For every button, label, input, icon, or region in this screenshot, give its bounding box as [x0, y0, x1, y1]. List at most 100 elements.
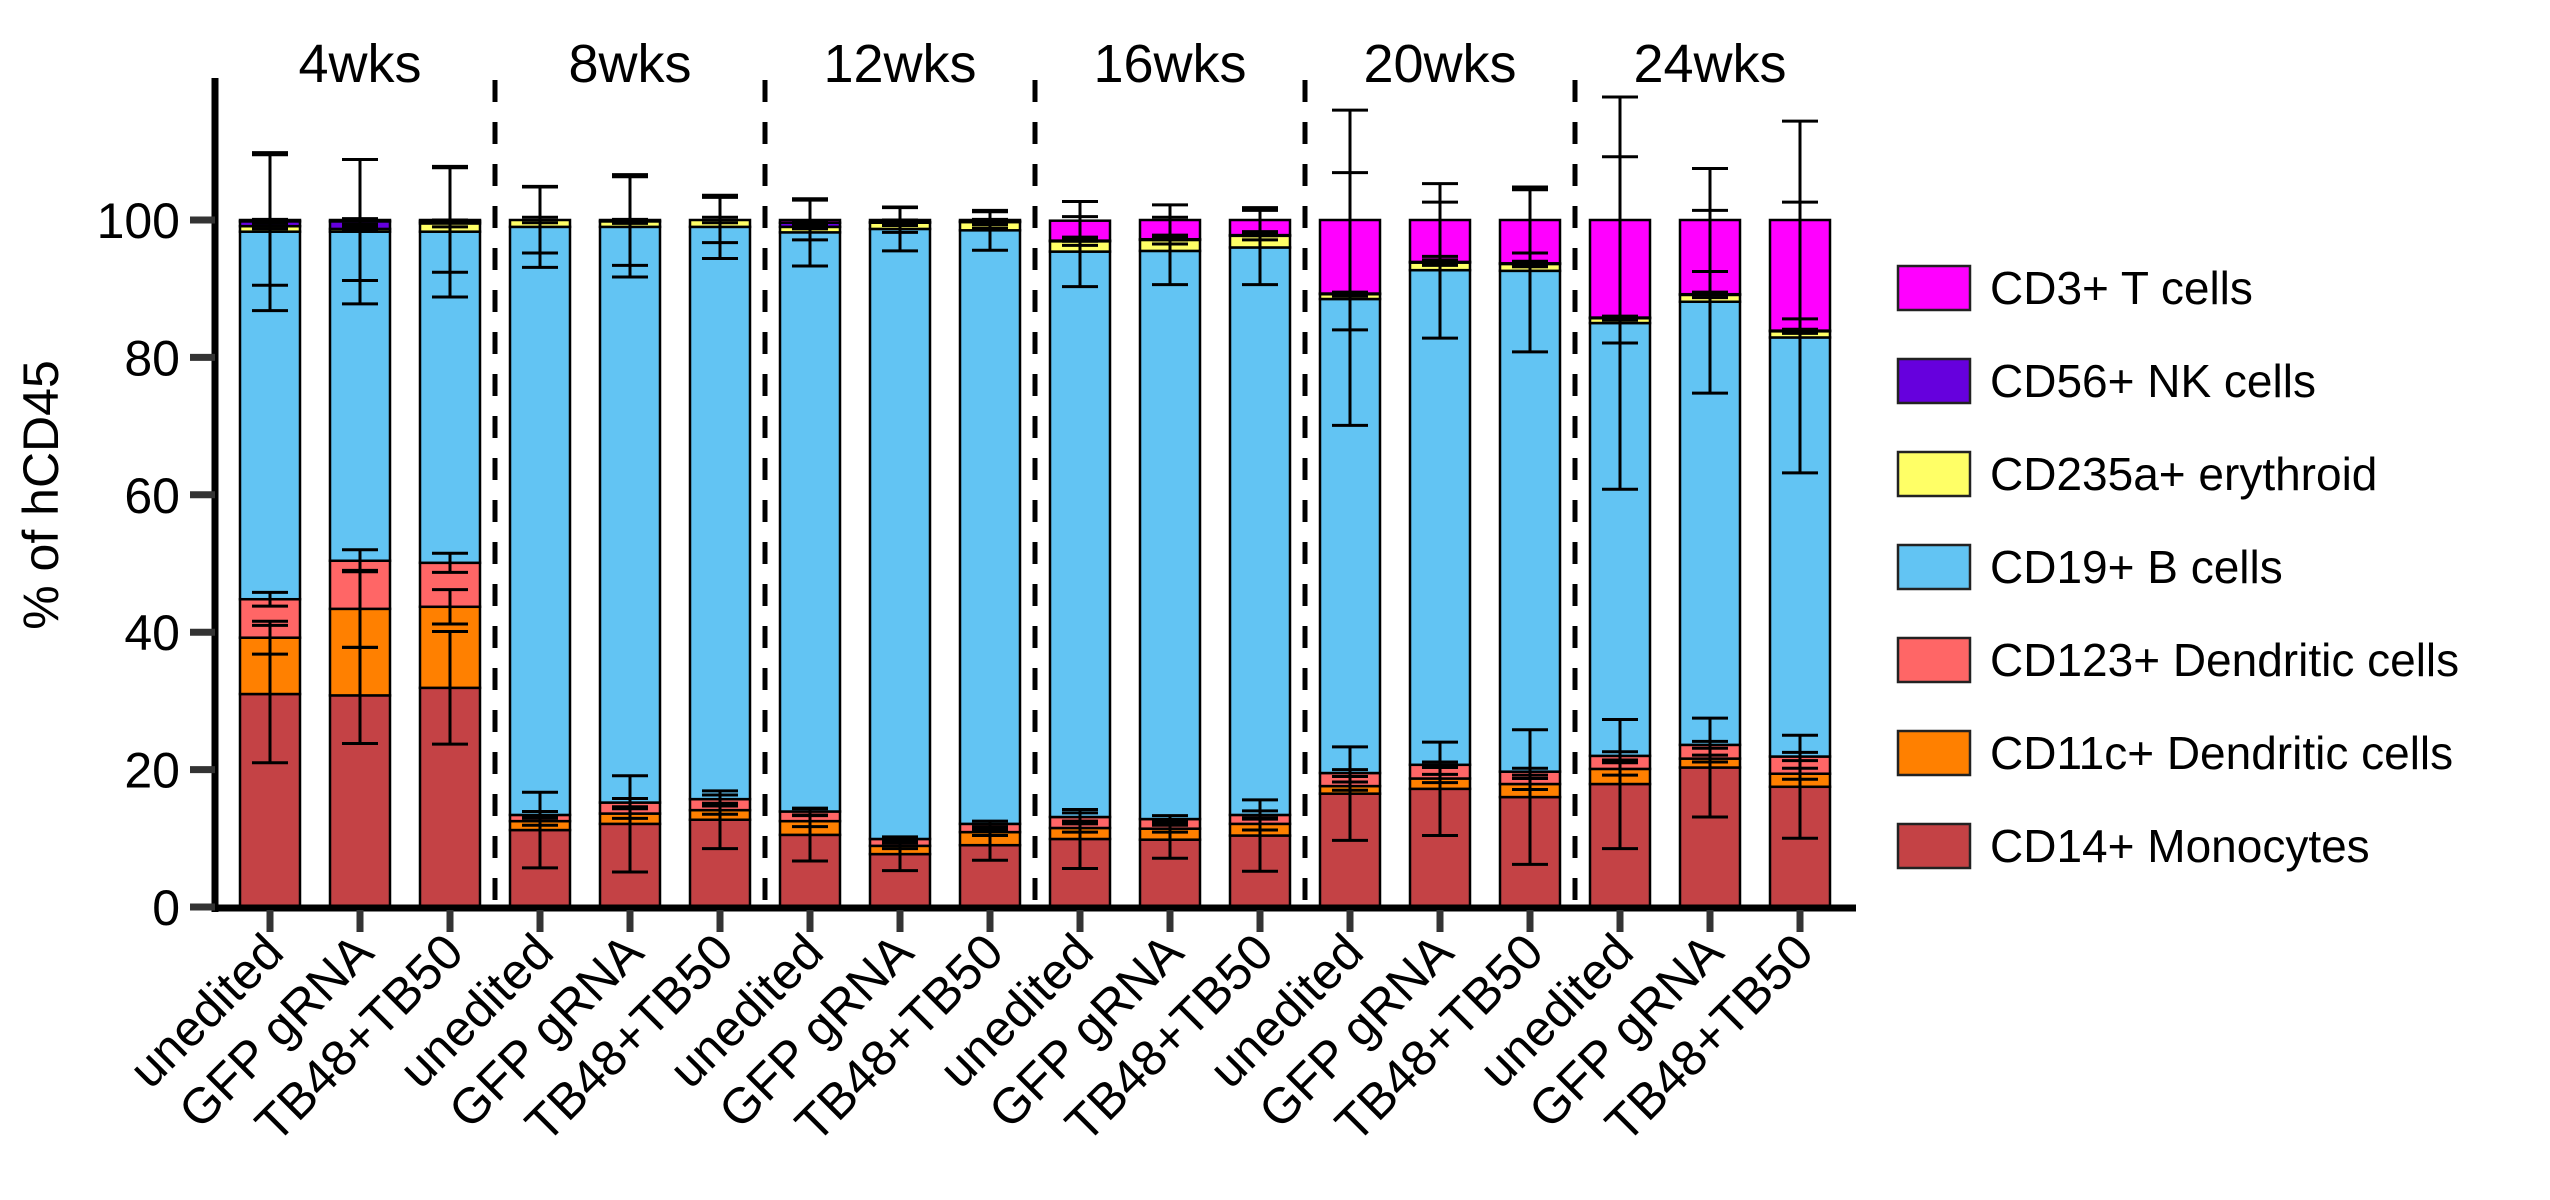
error-bar-cd11c-dendritic-cells-16wks-gfp-grna [1152, 823, 1188, 834]
error-bar-cd14-monocytes-24wks-unedited [1602, 717, 1638, 851]
error-bar-cd11c-dendritic-cells-8wks-tb48-tb50 [702, 804, 738, 816]
error-bar-cd56-nk-cells-24wks-tb48-tb50 [1782, 328, 1818, 333]
error-bar-cd3-t-cells-4wks-tb48-tb50 [432, 166, 468, 274]
group-label-20wks: 20wks [1363, 34, 1516, 94]
error-bar-cd3-t-cells-16wks-tb48-tb50 [1242, 206, 1278, 234]
error-bar-cd3-t-cells-24wks-gfp-grna [1692, 166, 1728, 274]
group-separators [492, 80, 1578, 905]
error-bar-cd11c-dendritic-cells-24wks-gfp-grna [1692, 753, 1728, 764]
legend-swatch [1896, 822, 1972, 870]
error-bar-cd14-monocytes-20wks-unedited [1332, 745, 1368, 842]
bar-segment-cd19-b-cells-8wks-unedited [508, 225, 572, 817]
bar-segment-cd19-b-cells-16wks-gfp-grna [1138, 249, 1202, 821]
legend-swatch [1896, 729, 1972, 777]
error-bar-cd123-dendritic-cells-16wks-tb48-tb50 [1242, 809, 1278, 821]
error-bar-cd123-dendritic-cells-4wks-unedited [252, 590, 288, 608]
y-tick-label: 60 [124, 468, 180, 524]
error-bar-cd3-t-cells-20wks-tb48-tb50 [1512, 185, 1548, 255]
error-bar-cd123-dendritic-cells-24wks-gfp-grna [1692, 739, 1728, 750]
error-bar-cd11c-dendritic-cells-4wks-unedited [252, 619, 288, 656]
error-bar-cd123-dendritic-cells-12wks-unedited [792, 806, 828, 817]
y-ticks: 0 20 40 60 80 100 [97, 193, 215, 936]
legend-item-cd11c-dendritic-cells: CD11c+ Dendritic cells [1896, 727, 2453, 779]
error-bar-cd56-nk-cells-20wks-gfp-grna [1422, 259, 1458, 265]
bar-segment-cd19-b-cells-20wks-tb48-tb50 [1498, 269, 1562, 773]
y-tick-label: 20 [124, 743, 180, 799]
group-label-12wks: 12wks [823, 34, 976, 94]
error-bar-cd123-dendritic-cells-20wks-unedited [1332, 768, 1368, 778]
legend-swatch [1896, 450, 1972, 498]
y-tick-label: 80 [124, 330, 180, 386]
bar-segment-cd19-b-cells-12wks-tb48-tb50 [958, 229, 1022, 826]
legend-swatch [1896, 357, 1972, 405]
legend-label: CD14+ Monocytes [1990, 820, 2370, 872]
legend-item-cd19-b-cells: CD19+ B cells [1896, 541, 2283, 593]
legend-item-cd14-monocytes: CD14+ Monocytes [1896, 820, 2370, 872]
error-bar-cd14-monocytes-20wks-tb48-tb50 [1512, 728, 1548, 866]
legend-label: CD235a+ erythroid [1990, 448, 2377, 500]
error-bar-cd11c-dendritic-cells-12wks-gfp-grna [882, 841, 918, 851]
y-tick-label: 0 [152, 880, 180, 936]
error-bar-cd11c-dendritic-cells-24wks-unedited [1602, 761, 1638, 777]
error-bar-cd56-nk-cells-24wks-gfp-grna [1692, 292, 1728, 297]
error-bar-cd123-dendritic-cells-4wks-tb48-tb50 [432, 551, 468, 574]
error-bar-cd123-dendritic-cells-8wks-gfp-grna [612, 796, 648, 809]
bar-segment-cd19-b-cells-4wks-unedited [238, 230, 302, 601]
legend-item-cd235a-erythroid: CD235a+ erythroid [1896, 448, 2377, 500]
error-bar-cd3-t-cells-12wks-gfp-grna [882, 206, 918, 234]
error-bar-cd3-t-cells-8wks-gfp-grna [612, 173, 648, 267]
error-bar-cd123-dendritic-cells-20wks-tb48-tb50 [1512, 766, 1548, 777]
error-bar-cd11c-dendritic-cells-20wks-unedited [1332, 780, 1368, 792]
error-bars-layer [252, 95, 1818, 874]
error-bar-cd11c-dendritic-cells-20wks-tb48-tb50 [1512, 777, 1548, 792]
legend-label: CD123+ Dendritic cells [1990, 634, 2459, 686]
y-tick-label: 100 [97, 193, 180, 249]
legend-swatch [1896, 543, 1972, 591]
legend-label: CD56+ NK cells [1990, 355, 2316, 407]
error-bar-cd3-t-cells-8wks-unedited [522, 185, 558, 255]
error-bar-cd56-nk-cells-16wks-gfp-grna [1152, 237, 1188, 242]
error-bar-cd123-dendritic-cells-24wks-tb48-tb50 [1782, 750, 1818, 763]
error-bar-cd14-monocytes-24wks-gfp-grna [1692, 716, 1728, 819]
bar-segment-cd19-b-cells-12wks-unedited [778, 231, 842, 813]
legend-label: CD11c+ Dendritic cells [1990, 727, 2453, 779]
bar-segment-cd19-b-cells-16wks-tb48-tb50 [1228, 246, 1292, 817]
group-label-24wks: 24wks [1633, 34, 1786, 94]
legend-label: CD19+ B cells [1990, 541, 2283, 593]
error-bar-cd11c-dendritic-cells-8wks-gfp-grna [612, 807, 648, 820]
y-axis-title: % of hCD45 [13, 360, 69, 630]
error-bar-cd3-t-cells-24wks-unedited [1602, 95, 1638, 345]
error-bar-cd3-t-cells-16wks-unedited [1062, 199, 1098, 242]
error-bar-cd11c-dendritic-cells-4wks-tb48-tb50 [432, 588, 468, 626]
group-label-16wks: 16wks [1093, 34, 1246, 94]
y-tick-label: 40 [124, 605, 180, 661]
legend-item-cd56-nk-cells: CD56+ NK cells [1896, 355, 2316, 407]
error-bar-cd3-t-cells-20wks-unedited [1332, 108, 1368, 332]
error-bar-cd3-t-cells-24wks-tb48-tb50 [1782, 119, 1818, 321]
group-label-8wks: 8wks [568, 34, 691, 94]
error-bar-cd123-dendritic-cells-12wks-tb48-tb50 [972, 819, 1008, 829]
bar-segment-cd19-b-cells-20wks-gfp-grna [1408, 268, 1472, 767]
legend-item-cd123-dendritic-cells: CD123+ Dendritic cells [1896, 634, 2459, 686]
error-bar-cd3-t-cells-16wks-gfp-grna [1152, 203, 1188, 237]
error-bar-cd123-dendritic-cells-8wks-unedited [522, 810, 558, 820]
error-bar-cd123-dendritic-cells-4wks-gfp-grna [342, 548, 378, 574]
error-bar-cd56-nk-cells-16wks-tb48-tb50 [1242, 232, 1278, 238]
error-bar-cd14-monocytes-8wks-gfp-grna [612, 774, 648, 874]
error-bar-cd14-monocytes-4wks-tb48-tb50 [432, 630, 468, 746]
legend-item-cd3-t-cells: CD3+ T cells [1896, 262, 2253, 314]
legend-swatch [1896, 636, 1972, 684]
legend: CD3+ T cells CD56+ NK cells CD235a+ erythr… [1896, 262, 2459, 872]
error-bar-cd3-t-cells-20wks-gfp-grna [1422, 182, 1458, 258]
error-bar-cd123-dendritic-cells-24wks-unedited [1602, 750, 1638, 762]
bar-segment-cd19-b-cells-16wks-unedited [1048, 250, 1112, 819]
error-bar-cd3-t-cells-4wks-unedited [252, 153, 288, 287]
error-bar-cd3-t-cells-12wks-tb48-tb50 [972, 210, 1008, 230]
legend-swatch [1896, 264, 1972, 312]
error-bar-cd14-monocytes-20wks-gfp-grna [1422, 740, 1458, 838]
legend-label: CD3+ T cells [1990, 262, 2253, 314]
error-bar-cd11c-dendritic-cells-16wks-unedited [1062, 822, 1098, 834]
error-bar-cd3-t-cells-4wks-gfp-grna [342, 158, 378, 282]
